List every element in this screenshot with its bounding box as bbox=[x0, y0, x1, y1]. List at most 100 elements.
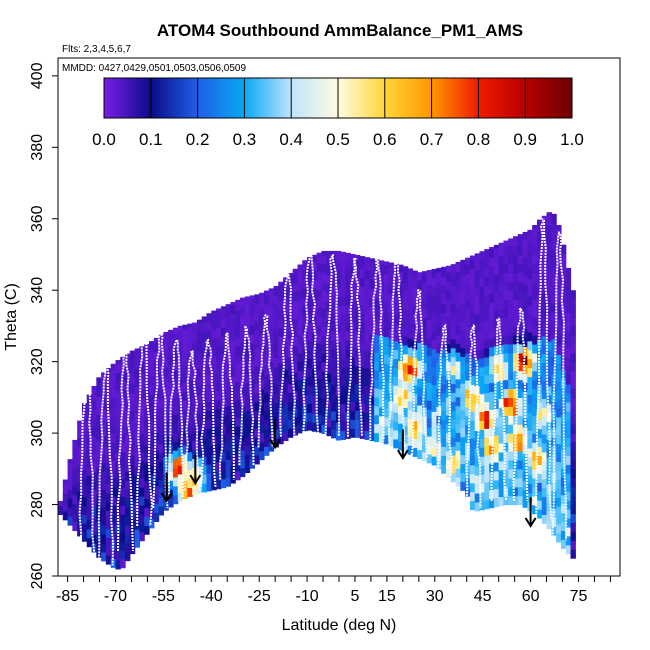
heatmap-cell bbox=[225, 414, 232, 425]
heatmap-cell bbox=[350, 374, 356, 385]
heatmap-cell bbox=[508, 433, 514, 443]
heatmap-cell bbox=[383, 273, 390, 284]
heatmap-cell bbox=[187, 407, 193, 417]
heatmap-cell bbox=[364, 367, 370, 378]
x-axis: -85 -70 -55 -40 -25 -10 5 15 30 45 60 75 bbox=[56, 576, 611, 605]
heatmap-cell bbox=[105, 439, 112, 449]
heatmap-cell bbox=[493, 417, 500, 427]
heatmap-cell bbox=[91, 534, 97, 544]
heatmap-cell bbox=[273, 429, 279, 439]
heatmap-cell bbox=[460, 320, 466, 331]
heatmap-cell bbox=[354, 365, 361, 376]
heatmap-cell bbox=[455, 261, 461, 264]
heatmap-cell bbox=[225, 325, 232, 335]
heatmap-cell bbox=[359, 393, 366, 404]
heatmap-cell bbox=[139, 504, 145, 515]
heatmap-cell bbox=[465, 257, 471, 265]
heatmap-cell bbox=[297, 370, 303, 380]
heatmap-cell bbox=[469, 420, 476, 430]
heatmap-cell bbox=[340, 269, 346, 280]
heatmap-cell bbox=[388, 284, 394, 295]
heatmap-cell bbox=[422, 398, 428, 408]
heatmap-cell bbox=[441, 446, 447, 456]
colorbar-tick-label: 0.1 bbox=[139, 130, 163, 149]
flight-profile bbox=[200, 338, 217, 487]
heatmap-cell bbox=[120, 496, 126, 506]
heatmap-cell bbox=[278, 300, 284, 311]
heatmap-cell bbox=[369, 315, 375, 325]
heatmap-cell bbox=[177, 420, 184, 430]
heatmap-cell bbox=[412, 438, 418, 448]
heatmap-cell bbox=[297, 264, 303, 273]
heatmap-cell bbox=[536, 500, 543, 510]
heatmap-cell bbox=[206, 472, 212, 483]
heatmap-cell bbox=[570, 477, 576, 488]
heatmap-cell bbox=[86, 528, 93, 539]
heatmap-cell bbox=[493, 426, 500, 436]
heatmap-cell bbox=[345, 304, 351, 314]
heatmap-cell bbox=[96, 494, 102, 505]
heatmap-cell bbox=[546, 296, 552, 306]
heatmap-cell bbox=[493, 452, 500, 463]
heatmap-cell bbox=[297, 289, 303, 300]
heatmap-cell bbox=[532, 245, 538, 256]
heatmap-cell bbox=[493, 390, 500, 400]
heatmap-cell bbox=[206, 481, 212, 492]
heatmap-cell bbox=[350, 410, 356, 420]
heatmap-cell bbox=[335, 323, 342, 334]
heatmap-cell bbox=[546, 314, 552, 324]
heatmap-cell bbox=[436, 325, 442, 336]
heatmap-cell bbox=[532, 272, 538, 283]
heatmap-cell bbox=[86, 448, 93, 458]
heatmap-cell bbox=[168, 480, 174, 490]
heatmap-cell bbox=[125, 524, 131, 535]
heatmap-cell bbox=[263, 401, 270, 412]
heatmap-cell bbox=[201, 322, 208, 332]
heatmap-cell bbox=[493, 301, 500, 311]
heatmap-cell bbox=[326, 426, 332, 437]
heatmap-cell bbox=[86, 475, 93, 485]
heatmap-cell bbox=[541, 282, 548, 292]
heatmap-cell bbox=[541, 215, 548, 221]
heatmap-cell bbox=[374, 259, 380, 264]
heatmap-cell bbox=[527, 465, 533, 476]
heatmap-cell bbox=[374, 432, 380, 443]
heatmap-cell bbox=[450, 445, 457, 456]
heatmap-cell bbox=[110, 513, 117, 524]
heatmap-cell bbox=[350, 303, 356, 313]
heatmap-cell bbox=[565, 428, 572, 439]
heatmap-cell bbox=[354, 258, 361, 269]
heatmap-cell bbox=[393, 412, 399, 422]
heatmap-cell bbox=[254, 303, 260, 313]
heatmap-cell bbox=[508, 495, 514, 506]
heatmap-cell bbox=[479, 322, 485, 332]
heatmap-cell bbox=[393, 263, 399, 270]
heatmap-cell bbox=[307, 385, 313, 395]
heatmap-cell bbox=[273, 420, 279, 430]
heatmap-cell bbox=[498, 434, 505, 444]
heatmap-cell bbox=[536, 250, 543, 260]
heatmap-cell bbox=[115, 381, 121, 391]
heatmap-cell bbox=[249, 360, 255, 371]
heatmap-cell bbox=[206, 392, 212, 403]
heatmap-cell bbox=[120, 523, 126, 533]
heatmap-cell bbox=[498, 282, 505, 292]
heatmap-cell bbox=[67, 459, 73, 464]
heatmap-cell bbox=[321, 308, 327, 318]
heatmap-cell bbox=[474, 385, 481, 396]
y-tick-label: 320 bbox=[29, 348, 46, 375]
heatmap-cell bbox=[493, 444, 500, 454]
heatmap-cell bbox=[503, 468, 509, 479]
heatmap-cell bbox=[383, 407, 390, 418]
heatmap-cell bbox=[402, 389, 409, 400]
heatmap-cell bbox=[546, 466, 552, 476]
heatmap-cell bbox=[556, 225, 562, 230]
heatmap-cell bbox=[359, 268, 366, 279]
heatmap-cell bbox=[311, 288, 318, 298]
heatmap-cell bbox=[254, 392, 260, 402]
heatmap-cell bbox=[503, 477, 509, 488]
heatmap-cell bbox=[172, 441, 179, 451]
heatmap-cell bbox=[493, 461, 500, 472]
heatmap-cell bbox=[426, 346, 433, 357]
heatmap-cell bbox=[541, 407, 548, 417]
